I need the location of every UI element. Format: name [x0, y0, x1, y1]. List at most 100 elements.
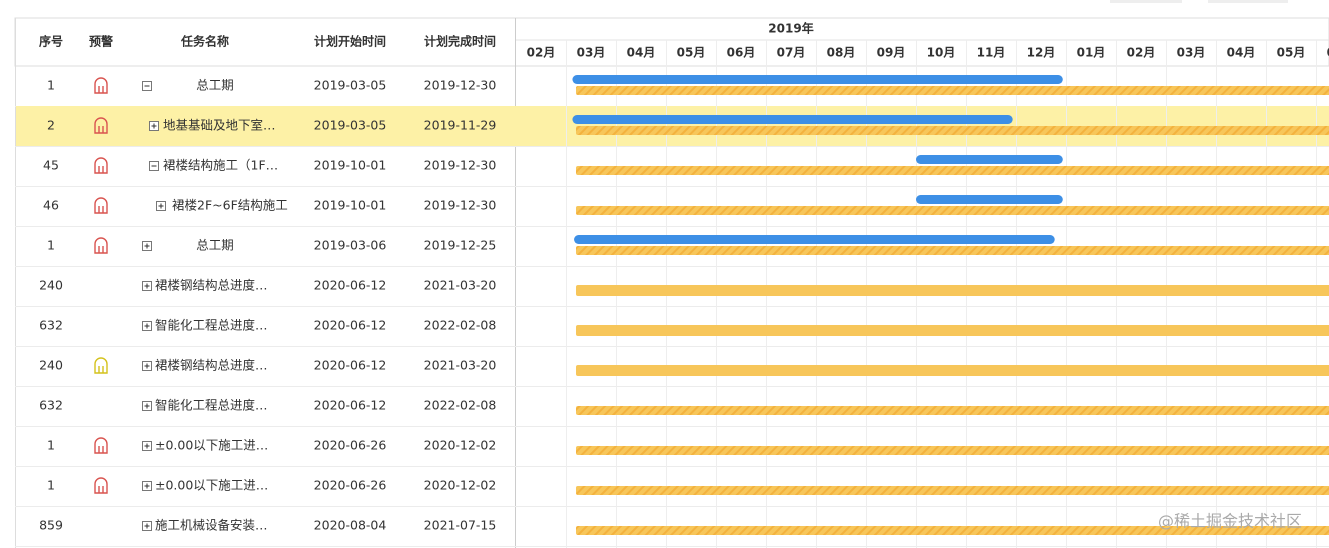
- start-date: 2019-03-05: [314, 118, 387, 133]
- actual-bar: [576, 86, 1329, 95]
- month-label: 02月: [527, 46, 556, 60]
- start-date: 2020-06-12: [314, 318, 387, 333]
- start-date: 2020-06-12: [314, 398, 387, 413]
- row-id: 859: [39, 518, 63, 533]
- end-date: 2020-12-02: [424, 438, 497, 453]
- start-date: 2020-08-04: [314, 518, 387, 533]
- plan-bar: [572, 115, 1013, 124]
- month-label: 08月: [827, 46, 856, 60]
- row-id: 2: [47, 118, 55, 133]
- start-date: 2019-03-05: [314, 78, 387, 93]
- column-header: 计划开始时间: [314, 34, 386, 49]
- month-label: 01月: [1077, 46, 1106, 60]
- column-header: 任务名称: [180, 34, 229, 49]
- task-name: 裙楼钢结构总进度…: [155, 358, 268, 373]
- row-id: 46: [43, 198, 59, 213]
- start-date: 2019-03-06: [314, 238, 387, 253]
- year-label: 2019年: [768, 21, 813, 36]
- column-header: 计划完成时间: [424, 34, 496, 49]
- month-label: 05月: [1277, 46, 1306, 60]
- task-name: ±0.00以下施工进…: [155, 438, 268, 453]
- start-date: 2020-06-26: [314, 478, 387, 493]
- row-id: 1: [47, 478, 55, 493]
- warning-icon: [94, 357, 108, 374]
- row-id: 632: [39, 398, 63, 413]
- end-date: 2021-07-15: [424, 518, 497, 533]
- row-id: 1: [47, 438, 55, 453]
- month-label: 06月: [1327, 46, 1329, 60]
- actual-bar: [576, 206, 1329, 215]
- column-header: 序号: [39, 34, 63, 49]
- month-label: 04月: [1227, 46, 1256, 60]
- actual-bar: [576, 526, 1329, 535]
- toolbar-button[interactable]: [1208, 0, 1288, 3]
- plan-bar: [572, 75, 1063, 84]
- plan-bar: [916, 195, 1063, 204]
- month-label: 12月: [1027, 46, 1056, 60]
- month-label: 10月: [927, 46, 956, 60]
- end-date: 2022-02-08: [424, 318, 497, 333]
- month-label: 07月: [777, 46, 806, 60]
- warning-icon: [94, 477, 108, 494]
- row-id: 632: [39, 318, 63, 333]
- task-name: 裙楼钢结构总进度…: [155, 278, 268, 293]
- row-id: 240: [39, 278, 63, 293]
- end-date: 2019-11-29: [424, 118, 497, 133]
- row-id: 1: [47, 78, 55, 93]
- month-label: 11月: [977, 46, 1006, 60]
- task-name: 智能化工程总进度…: [155, 398, 268, 413]
- actual-bar: [576, 486, 1329, 495]
- end-date: 2021-03-20: [424, 358, 497, 373]
- row-id: 45: [43, 158, 59, 173]
- month-label: 09月: [877, 46, 906, 60]
- end-date: 2019-12-30: [424, 78, 497, 93]
- start-date: 2019-10-01: [314, 198, 387, 213]
- task-name: 总工期: [196, 78, 234, 93]
- actual-bar: [576, 446, 1329, 455]
- task-name: ±0.00以下施工进…: [155, 478, 268, 493]
- end-date: 2019-12-25: [424, 238, 497, 253]
- task-name: 地基基础及地下室…: [163, 118, 276, 133]
- warning-icon: [94, 77, 108, 94]
- actual-bar: [576, 285, 1329, 296]
- actual-bar: [576, 365, 1329, 376]
- watermark: @稀土掘金技术社区: [1158, 512, 1302, 531]
- header: [14, 17, 1329, 67]
- warning-icon: [94, 117, 108, 134]
- actual-bar: [576, 325, 1329, 336]
- row-id: 240: [39, 358, 63, 373]
- start-date: 2019-10-01: [314, 158, 387, 173]
- warning-icon: [94, 197, 108, 214]
- row-id: 1: [47, 238, 55, 253]
- actual-bar: [576, 126, 1329, 135]
- start-date: 2020-06-12: [314, 278, 387, 293]
- task-name: 裙楼结构施工（1F…: [163, 158, 278, 173]
- month-label: 03月: [1177, 46, 1206, 60]
- toolbar-button[interactable]: [1110, 0, 1182, 3]
- warning-icon: [94, 437, 108, 454]
- end-date: 2022-02-08: [424, 398, 497, 413]
- end-date: 2019-12-30: [424, 158, 497, 173]
- end-date: 2019-12-30: [424, 198, 497, 213]
- month-label: 04月: [627, 46, 656, 60]
- month-label: 03月: [577, 46, 606, 60]
- month-label: 06月: [727, 46, 756, 60]
- month-label: 05月: [677, 46, 706, 60]
- plan-bar: [916, 155, 1063, 164]
- task-name: 施工机械设备安装…: [155, 518, 268, 533]
- task-name: 总工期: [196, 238, 234, 253]
- month-label: 02月: [1127, 46, 1156, 60]
- column-header: 预警: [89, 34, 113, 49]
- task-name: 智能化工程总进度…: [155, 318, 268, 333]
- start-date: 2020-06-26: [314, 438, 387, 453]
- end-date: 2020-12-02: [424, 478, 497, 493]
- actual-bar: [576, 166, 1329, 175]
- warning-icon: [94, 237, 108, 254]
- task-name: 裙楼2F~6F结构施工: [172, 198, 288, 213]
- actual-bar: [576, 246, 1329, 255]
- actual-bar: [576, 406, 1329, 415]
- plan-bar: [574, 235, 1055, 244]
- start-date: 2020-06-12: [314, 358, 387, 373]
- warning-icon: [94, 157, 108, 174]
